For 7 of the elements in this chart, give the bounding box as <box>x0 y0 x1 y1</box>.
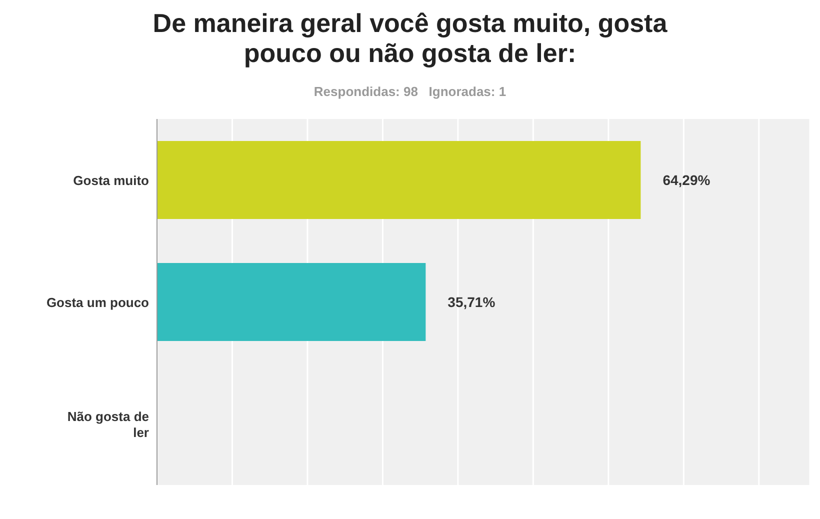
data-label: 64,29% <box>662 172 711 188</box>
y-tick-label: Não gosta de ler <box>67 409 149 440</box>
y-tick-label: Gosta muito <box>73 173 150 188</box>
data-label: 35,71% <box>448 294 496 310</box>
chart-title: De maneira geral você gosta muito, gosta pouco ou não gosta de ler: <box>152 8 668 68</box>
chart-subtitle: Respondidas: 98 Ignoradas: 1 <box>312 84 508 99</box>
y-tick-label: Gosta um pouco <box>46 295 150 310</box>
